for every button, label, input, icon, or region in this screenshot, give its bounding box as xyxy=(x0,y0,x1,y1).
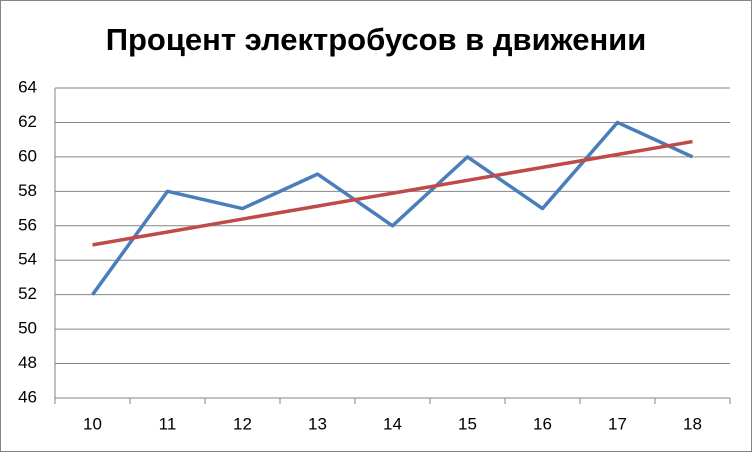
x-tick-label: 17 xyxy=(608,414,627,433)
x-tick-label: 18 xyxy=(683,414,702,433)
y-tick-label: 48 xyxy=(18,353,37,372)
y-tick-label: 50 xyxy=(18,319,37,338)
x-tick-label: 11 xyxy=(159,414,177,433)
y-tick-label: 62 xyxy=(18,112,37,131)
y-tick-label: 52 xyxy=(18,284,37,303)
y-tick-label: 64 xyxy=(18,77,37,96)
y-tick-label: 60 xyxy=(18,146,37,165)
x-tick-label: 13 xyxy=(308,414,327,433)
x-tick-label: 16 xyxy=(533,414,552,433)
y-tick-label: 54 xyxy=(18,250,37,269)
x-tick-label: 15 xyxy=(458,414,477,433)
x-tick-label: 10 xyxy=(83,414,102,433)
x-tick-label: 12 xyxy=(233,414,252,433)
data-line xyxy=(91,120,694,296)
y-tick-label: 58 xyxy=(18,181,37,200)
trend-line xyxy=(92,139,693,247)
x-tick-label: 14 xyxy=(383,414,402,433)
y-tick-label: 46 xyxy=(18,387,37,406)
y-tick-label: 56 xyxy=(18,215,37,234)
chart-title: Процент электробусов в движении xyxy=(106,22,647,57)
